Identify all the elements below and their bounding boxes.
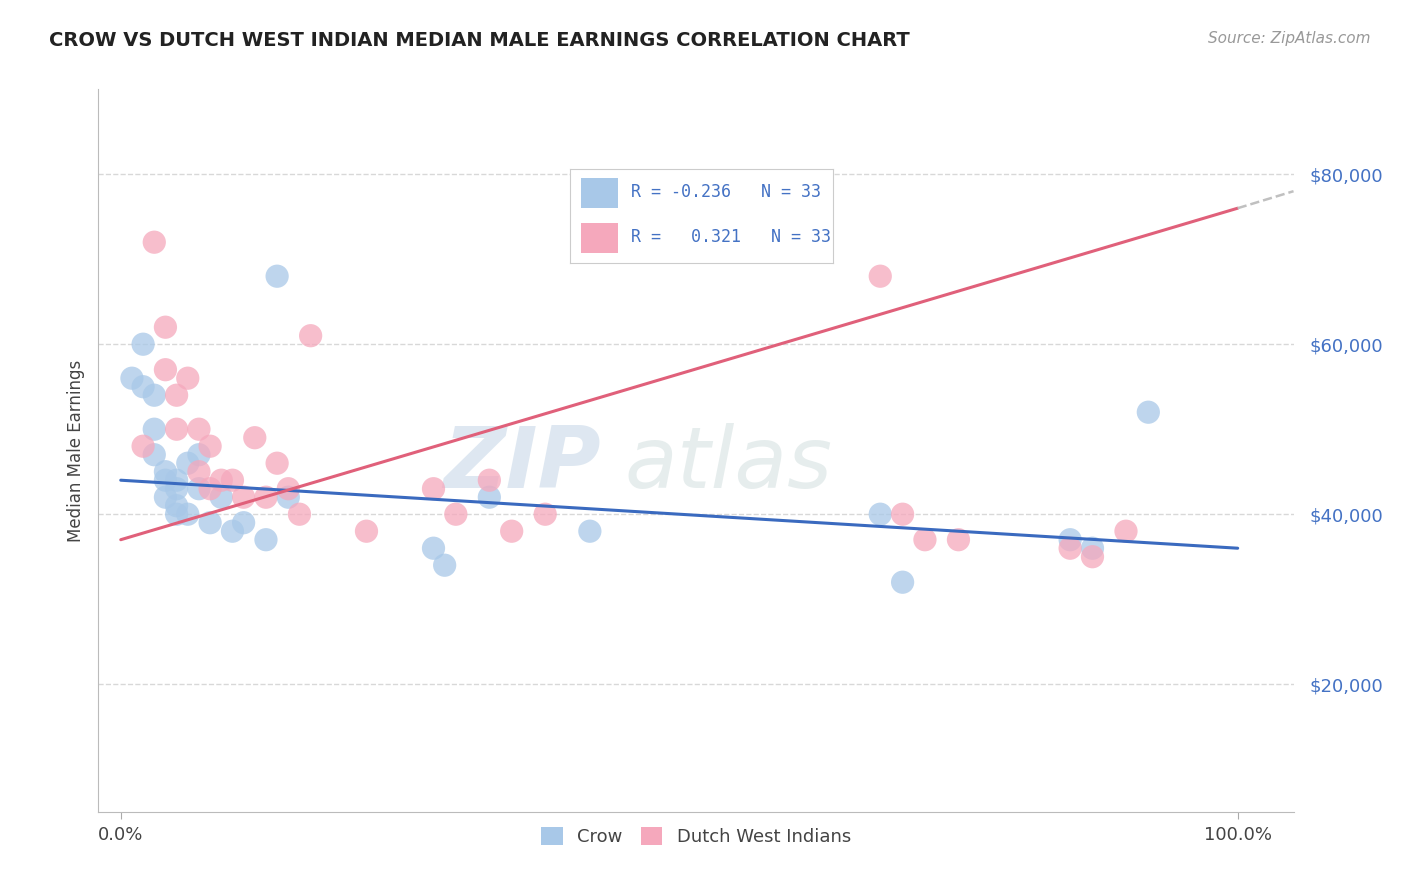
- Point: [132, 439, 155, 453]
- Point: [914, 533, 936, 547]
- Point: [143, 388, 166, 402]
- Point: [143, 422, 166, 436]
- Point: [1059, 533, 1081, 547]
- Point: [143, 448, 166, 462]
- Point: [891, 575, 914, 590]
- Point: [243, 431, 266, 445]
- Point: [501, 524, 523, 539]
- Point: [187, 422, 209, 436]
- Point: [198, 516, 221, 530]
- Point: [579, 524, 602, 539]
- Point: [155, 362, 177, 376]
- Point: [891, 507, 914, 521]
- Point: [1081, 541, 1104, 556]
- Point: [121, 371, 143, 385]
- Point: [1081, 549, 1104, 564]
- Point: [266, 269, 288, 284]
- Point: [198, 482, 221, 496]
- Text: CROW VS DUTCH WEST INDIAN MEDIAN MALE EARNINGS CORRELATION CHART: CROW VS DUTCH WEST INDIAN MEDIAN MALE EA…: [49, 31, 910, 50]
- Point: [155, 320, 177, 334]
- Point: [948, 533, 970, 547]
- Point: [254, 533, 277, 547]
- Point: [132, 380, 155, 394]
- Point: [166, 499, 188, 513]
- Point: [444, 507, 467, 521]
- Text: atlas: atlas: [624, 424, 832, 507]
- Point: [266, 456, 288, 470]
- Point: [277, 490, 299, 504]
- Point: [221, 473, 243, 487]
- Point: [187, 465, 209, 479]
- Point: [1115, 524, 1137, 539]
- Point: [166, 507, 188, 521]
- Point: [177, 456, 200, 470]
- Point: [187, 482, 209, 496]
- Point: [534, 507, 557, 521]
- Point: [209, 490, 232, 504]
- Point: [478, 473, 501, 487]
- Point: [869, 507, 891, 521]
- Point: [143, 235, 166, 250]
- Point: [232, 516, 254, 530]
- Y-axis label: Median Male Earnings: Median Male Earnings: [66, 359, 84, 541]
- Point: [155, 490, 177, 504]
- Point: [422, 482, 444, 496]
- Point: [277, 482, 299, 496]
- Point: [299, 328, 322, 343]
- Point: [166, 422, 188, 436]
- Point: [155, 465, 177, 479]
- Point: [166, 473, 188, 487]
- Point: [155, 473, 177, 487]
- Point: [177, 507, 200, 521]
- Point: [422, 541, 444, 556]
- Point: [221, 524, 243, 539]
- Point: [177, 371, 200, 385]
- Point: [356, 524, 378, 539]
- Point: [1059, 541, 1081, 556]
- Point: [869, 269, 891, 284]
- Point: [166, 482, 188, 496]
- Text: Source: ZipAtlas.com: Source: ZipAtlas.com: [1208, 31, 1371, 46]
- Point: [209, 473, 232, 487]
- Point: [254, 490, 277, 504]
- Point: [132, 337, 155, 351]
- Text: ZIP: ZIP: [443, 424, 600, 507]
- Point: [198, 439, 221, 453]
- Legend: Crow, Dutch West Indians: Crow, Dutch West Indians: [534, 820, 858, 854]
- Point: [232, 490, 254, 504]
- Point: [187, 448, 209, 462]
- Point: [166, 388, 188, 402]
- Point: [478, 490, 501, 504]
- Point: [288, 507, 311, 521]
- Point: [1137, 405, 1160, 419]
- Point: [433, 558, 456, 573]
